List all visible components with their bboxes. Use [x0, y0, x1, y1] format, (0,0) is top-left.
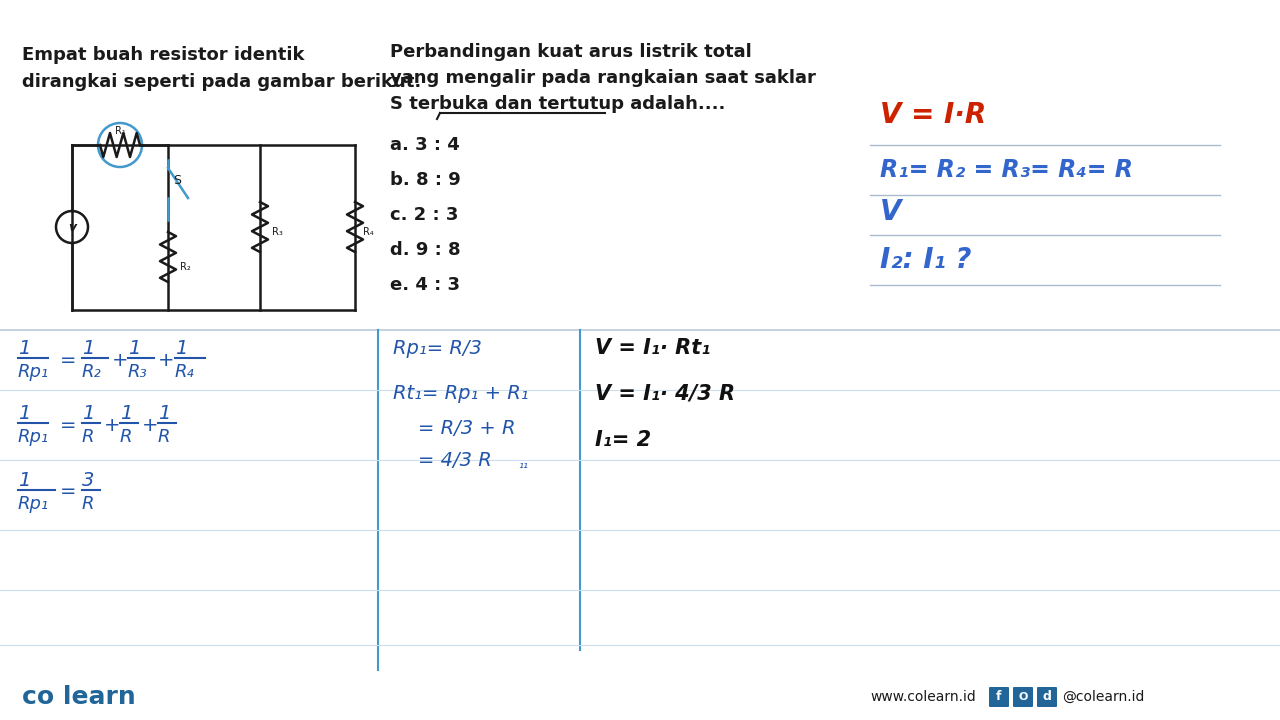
Text: v: v — [68, 220, 76, 233]
FancyBboxPatch shape — [989, 687, 1009, 707]
Text: b. 8 : 9: b. 8 : 9 — [390, 171, 461, 189]
Text: +: + — [104, 415, 120, 434]
Text: Rp₁: Rp₁ — [18, 495, 49, 513]
Text: =: = — [60, 351, 77, 369]
Text: Perbandingan kuat arus listrik total: Perbandingan kuat arus listrik total — [390, 43, 751, 61]
Text: 1: 1 — [82, 338, 95, 358]
Text: f: f — [996, 690, 1002, 703]
Text: +: + — [157, 351, 174, 369]
Text: www.colearn.id: www.colearn.id — [870, 690, 975, 704]
Text: e. 4 : 3: e. 4 : 3 — [390, 276, 460, 294]
Text: yang mengalir pada rangkaian saat saklar: yang mengalir pada rangkaian saat saklar — [390, 69, 815, 87]
Text: 1: 1 — [157, 403, 170, 423]
Text: 1: 1 — [120, 403, 132, 423]
Text: I₂: I₁ ?: I₂: I₁ ? — [881, 246, 972, 274]
Text: R₁: R₁ — [115, 126, 125, 136]
Text: d. 9 : 8: d. 9 : 8 — [390, 241, 461, 259]
Text: 1: 1 — [175, 338, 187, 358]
Text: O: O — [1019, 692, 1028, 702]
Text: c. 2 : 3: c. 2 : 3 — [390, 206, 458, 224]
Text: V = I₁· 4/3 R: V = I₁· 4/3 R — [595, 383, 735, 403]
Text: V: V — [881, 198, 901, 226]
Text: 1: 1 — [128, 338, 141, 358]
Text: R₂: R₂ — [180, 262, 191, 272]
Text: V = I·R: V = I·R — [881, 101, 987, 129]
Text: 1: 1 — [18, 338, 31, 358]
Text: R₂: R₂ — [82, 363, 101, 381]
Text: R: R — [157, 428, 170, 446]
Text: 1: 1 — [82, 403, 95, 423]
Text: +: + — [113, 351, 128, 369]
Text: @colearn.id: @colearn.id — [1062, 690, 1144, 704]
Text: S: S — [173, 174, 180, 186]
Text: Empat buah resistor identik: Empat buah resistor identik — [22, 46, 305, 64]
Text: R: R — [82, 428, 95, 446]
Text: d: d — [1043, 690, 1051, 703]
Text: 1: 1 — [18, 470, 31, 490]
Text: = R/3 + R: = R/3 + R — [419, 418, 516, 438]
Text: =: = — [60, 482, 77, 502]
Text: R₃: R₃ — [128, 363, 147, 381]
Text: I₁= 2: I₁= 2 — [595, 430, 652, 450]
Text: +: + — [142, 415, 159, 434]
Text: Rp₁: Rp₁ — [18, 363, 49, 381]
Text: Rp₁: Rp₁ — [18, 428, 49, 446]
Text: R₃: R₃ — [273, 227, 283, 237]
Text: R₁= R₂ = R₃= R₄= R: R₁= R₂ = R₃= R₄= R — [881, 158, 1133, 182]
Text: S terbuka dan tertutup adalah....: S terbuka dan tertutup adalah.... — [390, 95, 726, 113]
Text: R₄: R₄ — [364, 227, 374, 237]
Text: 3: 3 — [82, 470, 95, 490]
Text: 1: 1 — [18, 403, 31, 423]
Text: R₄: R₄ — [175, 363, 195, 381]
Text: ₁₁: ₁₁ — [518, 459, 529, 472]
FancyBboxPatch shape — [1037, 687, 1057, 707]
Text: a. 3 : 4: a. 3 : 4 — [390, 136, 460, 154]
Text: V = I₁· Rt₁: V = I₁· Rt₁ — [595, 338, 710, 358]
Text: Rt₁= Rp₁ + R₁: Rt₁= Rp₁ + R₁ — [393, 384, 529, 402]
Text: dirangkai seperti pada gambar berikut.: dirangkai seperti pada gambar berikut. — [22, 73, 421, 91]
Text: =: = — [60, 415, 77, 434]
Text: co learn: co learn — [22, 685, 136, 709]
Text: R: R — [82, 495, 95, 513]
Text: Rp₁= R/3: Rp₁= R/3 — [393, 338, 481, 358]
Text: R: R — [120, 428, 133, 446]
Text: = 4/3 R: = 4/3 R — [419, 451, 492, 469]
FancyBboxPatch shape — [1012, 687, 1033, 707]
